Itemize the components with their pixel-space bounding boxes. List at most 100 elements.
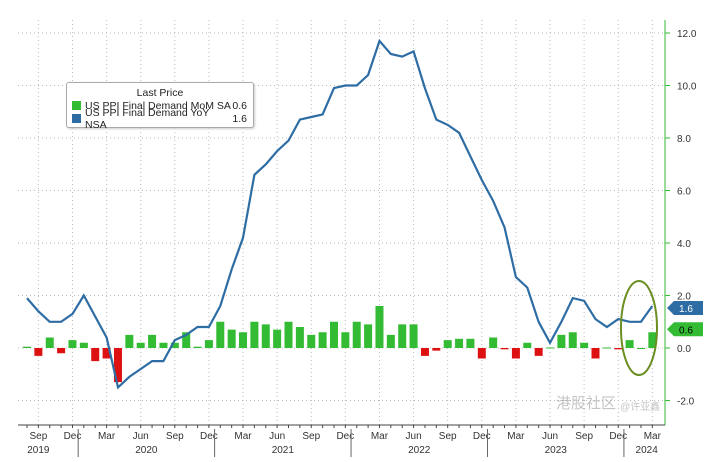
y-tick-label: 12.0 — [677, 29, 697, 40]
mom-bar — [500, 348, 509, 350]
watermark-handle: @许亚鑫 — [620, 402, 661, 413]
y-tick-label: 6.0 — [677, 187, 691, 198]
mom-bar — [284, 321, 293, 348]
mom-bar — [159, 342, 168, 348]
legend: Last Price US PPI Final Demand MoM SA 0.… — [66, 82, 254, 131]
mom-bar — [466, 338, 475, 348]
mom-bar — [307, 334, 316, 348]
mom-bar — [352, 321, 361, 348]
mom-bar — [193, 346, 202, 348]
last-value-badge — [667, 322, 703, 337]
mom-bar — [591, 348, 600, 359]
watermark: 港股社区 — [556, 395, 617, 412]
mom-bar — [580, 342, 589, 348]
legend-swatch-blue — [72, 114, 81, 123]
mom-bar — [636, 348, 645, 349]
year-label: 2024 — [636, 445, 659, 456]
y-tick-label: 8.0 — [677, 134, 691, 145]
x-tick-label: Dec — [473, 431, 491, 442]
x-tick-label: Dec — [609, 431, 627, 442]
mom-bar — [34, 348, 43, 356]
mom-bar — [125, 334, 134, 348]
mom-bar — [375, 306, 384, 348]
mom-bar — [534, 348, 543, 356]
mom-bar — [614, 348, 623, 350]
y-tick-label: 2.0 — [677, 292, 691, 303]
mom-bar — [45, 337, 54, 348]
legend-value: 0.6 — [232, 99, 247, 112]
x-tick-label: Jun — [542, 431, 558, 442]
x-tick-label: Sep — [302, 431, 320, 442]
y-tick-label: 4.0 — [677, 239, 691, 250]
mom-bar — [57, 348, 66, 354]
x-tick-label: Sep — [29, 431, 47, 442]
x-tick-label: Dec — [64, 431, 82, 442]
mom-bar — [227, 329, 236, 348]
mom-bar — [102, 348, 111, 359]
mom-bar — [170, 342, 179, 348]
x-tick-label: Mar — [507, 431, 525, 442]
year-label: 2019 — [27, 445, 50, 456]
mom-bar — [432, 348, 441, 351]
x-tick-label: Mar — [371, 431, 389, 442]
year-label: 2020 — [135, 445, 158, 456]
mom-bar — [511, 348, 520, 359]
mom-bar — [648, 332, 657, 348]
x-tick-label: Dec — [336, 431, 354, 442]
mom-bar — [602, 347, 611, 349]
mom-bar — [68, 340, 77, 348]
mom-bar — [443, 340, 452, 348]
x-tick-label: Jun — [133, 431, 149, 442]
mom-bar — [318, 332, 327, 348]
x-tick-label: Mar — [234, 431, 252, 442]
x-tick-label: Sep — [166, 431, 184, 442]
x-tick-label: Mar — [644, 431, 662, 442]
year-label: 2022 — [408, 445, 431, 456]
mom-bar — [148, 334, 157, 348]
mom-bar — [386, 334, 395, 348]
last-value-label: 1.6 — [679, 304, 693, 315]
x-tick-label: Mar — [98, 431, 116, 442]
legend-label: US PPI Final Demand MoM SA — [85, 99, 231, 112]
mom-bar — [329, 321, 338, 348]
year-label: 2021 — [272, 445, 295, 456]
mom-bar — [23, 346, 31, 348]
legend-title: Last Price — [136, 87, 184, 99]
y-tick-label: -2.0 — [677, 397, 695, 408]
x-tick-label: Jun — [406, 431, 422, 442]
mom-bar — [91, 348, 100, 362]
mom-bar — [455, 338, 464, 348]
last-value-label: 0.6 — [679, 325, 693, 336]
mom-bar — [295, 327, 304, 348]
mom-bar — [477, 348, 486, 359]
x-tick-label: Sep — [575, 431, 593, 442]
last-value-badge — [667, 301, 703, 315]
x-tick-label: Sep — [439, 431, 457, 442]
mom-bar — [625, 340, 634, 348]
legend-entry-yoy: US PPI Final Demand YoY NSA 1.6 — [67, 107, 253, 131]
mom-bar — [409, 324, 418, 348]
mom-bar — [250, 321, 259, 348]
mom-bar — [79, 342, 88, 348]
mom-bar — [398, 324, 407, 348]
x-tick-label: Jun — [269, 431, 285, 442]
mom-bar — [568, 332, 577, 348]
mom-bar — [546, 347, 555, 349]
highlight-ellipse — [619, 280, 658, 376]
mom-bar — [113, 348, 122, 383]
mom-bar — [216, 321, 225, 348]
mom-bar — [523, 342, 532, 348]
x-tick-label: Dec — [200, 431, 218, 442]
mom-bar — [136, 342, 145, 348]
mom-bar — [557, 334, 566, 348]
mom-bar — [239, 332, 248, 348]
legend-swatch-green — [72, 101, 81, 110]
mom-bar — [273, 329, 282, 348]
year-label: 2023 — [545, 445, 568, 456]
mom-bar — [261, 324, 270, 348]
mom-bar — [341, 332, 350, 348]
legend-entry-mom: US PPI Final Demand MoM SA 0.6 — [67, 99, 253, 112]
y-tick-label: 10.0 — [677, 82, 697, 93]
y-tick-label: 0.0 — [677, 344, 691, 355]
